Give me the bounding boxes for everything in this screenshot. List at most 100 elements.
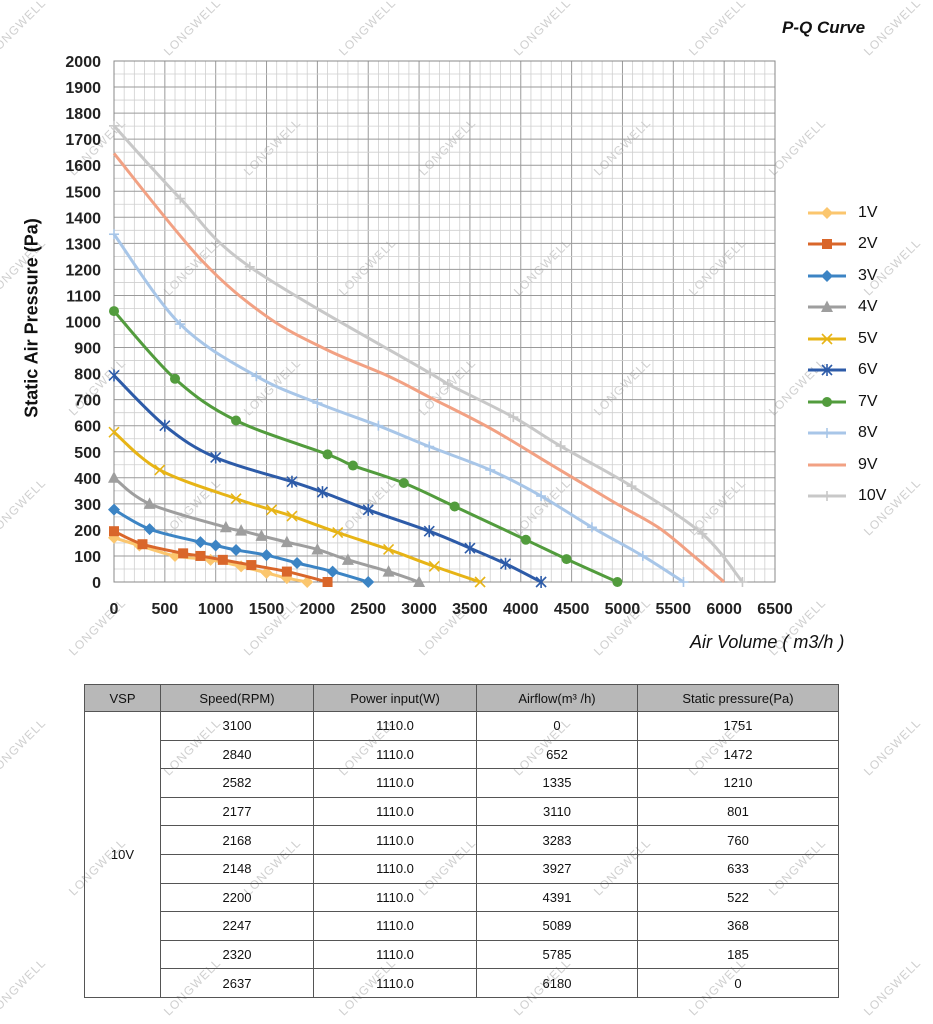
data-point-6V [286, 475, 298, 488]
legend-marker-8V [822, 428, 832, 439]
airflow-cell: 652 [476, 739, 638, 770]
data-point-2V [322, 577, 333, 587]
plot-border [113, 60, 776, 583]
series-8V [109, 229, 689, 587]
y-tick-label: 800 [74, 367, 101, 384]
data-point-8V [536, 491, 547, 502]
legend-swatch-8V [808, 428, 846, 439]
speed-cell: 2582 [160, 768, 314, 798]
series-line-6V [112, 374, 542, 584]
speed-cell: 2637 [160, 968, 314, 998]
spec-table: VSP Speed(RPM) Power input(W) Airflow(m³… [84, 684, 839, 998]
data-point-10V [175, 193, 186, 204]
data-point-7V [612, 577, 623, 587]
data-point-3V [260, 549, 273, 562]
series-6V [108, 369, 547, 588]
data-point-3V [143, 523, 156, 536]
legend-label: 6V [858, 361, 878, 379]
data-point-3V [326, 565, 339, 578]
data-point-2V [137, 539, 148, 550]
y-axis-label: Static Air Pressure (Pa) [21, 218, 42, 418]
data-point-5V [286, 510, 298, 522]
data-point-4V [143, 497, 156, 509]
legend-swatch-3V [808, 269, 846, 282]
watermark-text: LONGWELL [0, 955, 49, 1019]
y-tick-label: 1400 [65, 210, 101, 227]
pressure-cell: 522 [637, 882, 839, 913]
data-point-3V [194, 536, 207, 549]
table-body: 10V 3100 1110.0 0 1751 2840 1110.0 652 1472 2582 1… [84, 711, 839, 998]
legend-swatch-1V [808, 206, 846, 219]
data-point-2V [217, 554, 228, 565]
series-line-9V [112, 152, 726, 584]
data-point-6V [423, 525, 435, 538]
pressure-cell: 185 [637, 939, 839, 970]
data-point-8V [424, 441, 435, 452]
airflow-cell: 4391 [476, 882, 638, 913]
chart-legend: 1V 2V 3V 4V 5V 6V 7V 8V 9V 10V [806, 197, 886, 512]
column-header-vsp: VSP [84, 684, 161, 712]
data-point-7V [449, 501, 460, 512]
data-point-8V [373, 420, 384, 431]
data-point-1V [301, 576, 314, 588]
data-point-6V [108, 369, 120, 382]
data-point-10V [244, 261, 255, 272]
pressure-cell: 1210 [637, 768, 839, 798]
airflow-cell: 5089 [476, 911, 638, 941]
data-point-4V [311, 542, 324, 555]
column-header-power: Power input(W) [313, 684, 477, 712]
data-point-6V [499, 557, 512, 570]
pressure-cell: 801 [637, 796, 839, 827]
data-point-5V [383, 543, 395, 556]
speed-cell: 2247 [160, 911, 314, 941]
x-tick-label: 6000 [706, 601, 742, 618]
data-point-8V [586, 522, 597, 533]
legend-label: 1V [858, 203, 878, 221]
data-point-10V [442, 379, 453, 390]
speed-cell: 2148 [160, 853, 314, 884]
legend-marker-7V [822, 396, 832, 407]
legend-marker-6V [821, 364, 833, 377]
x-tick-label: 1500 [249, 601, 285, 618]
data-point-10V [737, 577, 748, 587]
legend-marker-10V [822, 491, 832, 502]
data-point-7V [109, 306, 119, 317]
table-row: 2148 1110.0 3927 633 [85, 853, 839, 884]
speed-cell: 2168 [160, 825, 314, 855]
data-point-6V [362, 503, 374, 516]
power-cell: 1110.0 [313, 825, 477, 855]
data-point-8V [312, 398, 323, 409]
y-tick-label: 1500 [65, 184, 101, 201]
table-row: 2168 1110.0 3283 760 [85, 825, 839, 855]
watermark-text: LONGWELL [860, 955, 924, 1019]
data-point-7V [520, 534, 531, 545]
table-row: 2637 1110.0 6180 0 [85, 968, 839, 998]
x-axis-label: Air Volume ( m3/h ) [690, 632, 845, 652]
legend-label: 3V [858, 266, 878, 284]
x-tick-label: 5000 [605, 601, 641, 618]
pressure-cell: 633 [637, 853, 839, 884]
legend-item-9V: 9V [806, 449, 886, 481]
data-point-1V [260, 566, 273, 579]
legend-marker-5V [821, 333, 833, 345]
y-tick-label: 1900 [65, 80, 101, 97]
legend-marker-3V [821, 269, 833, 282]
legend-item-10V: 10V [806, 481, 886, 513]
power-cell: 1110.0 [313, 882, 477, 913]
speed-cell: 2177 [160, 796, 314, 827]
y-tick-label: 0 [92, 575, 101, 592]
legend-swatch-5V [808, 333, 846, 345]
power-cell: 1110.0 [313, 796, 477, 827]
legend-swatch-9V [808, 463, 846, 467]
legend-label: 7V [858, 392, 878, 410]
legend-item-3V: 3V [806, 260, 886, 292]
legend-item-7V: 7V [806, 386, 886, 418]
data-point-5V [266, 504, 278, 516]
table-row: 2177 1110.0 3110 801 [85, 796, 839, 827]
legend-swatch-10V [808, 491, 846, 502]
airflow-cell: 3283 [476, 825, 638, 855]
legend-swatch-4V [808, 300, 846, 313]
data-point-4V [341, 553, 354, 565]
legend-marker-4V [821, 300, 833, 313]
data-point-3V [362, 576, 375, 588]
